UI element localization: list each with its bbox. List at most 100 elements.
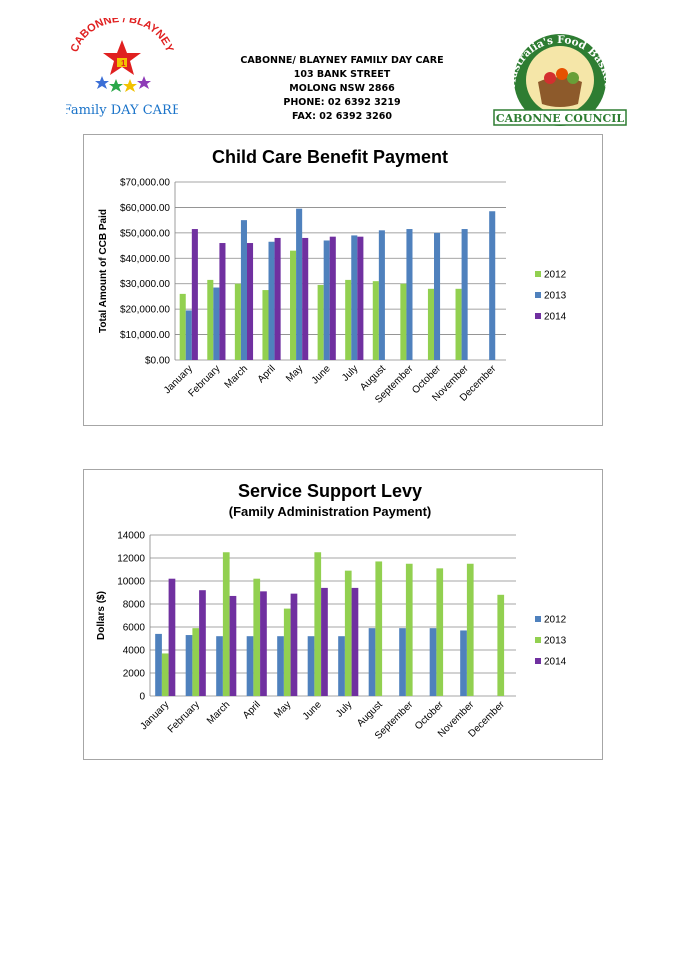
bar-2013-may bbox=[296, 208, 303, 360]
bar-2013-april bbox=[268, 241, 275, 360]
bar-2012-january bbox=[179, 293, 186, 360]
org-name: CABONNE/ BLAYNEY FAMILY DAY CARE bbox=[240, 55, 444, 66]
x-tick-label: August bbox=[355, 699, 385, 729]
town-address: MOLONG NSW 2866 bbox=[289, 83, 395, 94]
x-tick-label: May bbox=[284, 363, 305, 384]
family-day-care-logo: CABONNE / BLAYNEY 1 Family DAY CARE bbox=[63, 13, 182, 130]
bar-2012-june bbox=[317, 284, 324, 360]
small-star-icon bbox=[123, 79, 137, 92]
bar-2012-april bbox=[246, 636, 254, 696]
small-star-icon bbox=[137, 76, 151, 89]
legend-swatch-2013 bbox=[535, 292, 541, 298]
bar-2014-january bbox=[168, 578, 176, 696]
legend-label-2012: 2012 bbox=[544, 615, 567, 626]
x-tick-label: April bbox=[256, 363, 278, 385]
bar-2014-july bbox=[357, 236, 364, 360]
svg-text:1: 1 bbox=[121, 59, 126, 68]
street-address: 103 BANK STREET bbox=[293, 69, 391, 80]
bar-2013-june bbox=[314, 552, 322, 696]
y-tick-label: $0.00 bbox=[145, 356, 170, 367]
x-tick-label: March bbox=[223, 363, 250, 390]
bar-2013-july bbox=[344, 570, 352, 696]
bar-2013-april bbox=[253, 578, 261, 696]
bar-2013-january bbox=[185, 310, 192, 360]
bar-2014-april bbox=[260, 591, 267, 696]
small-star-icon bbox=[109, 79, 123, 92]
chart-title: Child Care Benefit Payment bbox=[212, 147, 448, 167]
legend-swatch-2013 bbox=[535, 637, 541, 643]
y-tick-label: $20,000.00 bbox=[120, 305, 170, 316]
bar-2014-march bbox=[246, 243, 254, 360]
cabonne-council-logo-graphic: Australia's Food Basket CABONNE COUNCIL bbox=[493, 34, 627, 126]
bar-2012-may bbox=[277, 636, 284, 696]
bar-2014-january bbox=[191, 229, 198, 360]
bar-2013-october bbox=[436, 568, 444, 696]
bar-2013-march bbox=[222, 552, 230, 696]
cabonne-council-logo: Australia's Food Basket CABONNE COUNCIL bbox=[490, 26, 630, 126]
y-tick-label: 10000 bbox=[117, 577, 145, 588]
y-axis-label: Total Amount of CCB Paid bbox=[98, 209, 109, 333]
bar-2013-february bbox=[213, 287, 220, 360]
y-axis-label: Dollars ($) bbox=[96, 591, 107, 640]
bar-2014-july bbox=[351, 587, 359, 696]
bar-2014-february bbox=[219, 243, 226, 360]
x-tick-label: February bbox=[166, 699, 202, 735]
legend-label-2014: 2014 bbox=[544, 312, 567, 323]
bar-2012-march bbox=[234, 283, 241, 360]
small-star-icon bbox=[95, 76, 109, 89]
service-support-levy-chart-svg: Service Support Levy (Family Administrati… bbox=[96, 481, 567, 742]
bar-2013-october bbox=[434, 232, 441, 360]
letterhead-address: CABONNE/ BLAYNEY FAMILY DAY CARE 103 BAN… bbox=[228, 54, 456, 124]
legend-label-2013: 2013 bbox=[544, 291, 567, 302]
bar-2013-november bbox=[466, 563, 474, 696]
x-tick-label: March bbox=[205, 699, 232, 726]
phone-number: PHONE: 02 6392 3219 bbox=[283, 97, 401, 108]
logo-right-bottom-text: CABONNE COUNCIL bbox=[496, 112, 625, 125]
x-tick-label: April bbox=[241, 699, 263, 721]
legend-swatch-2014 bbox=[535, 658, 541, 664]
ccb-payment-chart: Child Care Benefit Payment $0.00 $10,000.0… bbox=[83, 134, 603, 426]
bar-2012-january bbox=[155, 633, 162, 696]
bar-2014-june bbox=[329, 236, 336, 360]
bar-2012-february bbox=[185, 635, 193, 696]
y-tick-label: 6000 bbox=[123, 623, 146, 634]
bar-2013-march bbox=[240, 220, 247, 360]
bar-2012-june bbox=[307, 636, 315, 696]
bar-2014-may bbox=[290, 593, 298, 696]
bar-2012-july bbox=[338, 636, 345, 696]
bar-2013-may bbox=[283, 608, 291, 696]
x-tick-label: July bbox=[340, 363, 360, 383]
fax-number: FAX: 02 6392 3260 bbox=[292, 111, 392, 122]
bar-2012-march bbox=[216, 636, 223, 696]
y-tick-label: $50,000.00 bbox=[120, 228, 170, 239]
y-tick-label: 0 bbox=[139, 692, 145, 703]
legend-label-2013: 2013 bbox=[544, 636, 567, 647]
chart-title: Service Support Levy bbox=[238, 481, 422, 501]
x-tick-label: June bbox=[301, 699, 324, 722]
bar-2013-december bbox=[489, 211, 496, 360]
bar-2013-february bbox=[192, 628, 200, 696]
bar-2012-october bbox=[427, 288, 435, 360]
bar-2013-august bbox=[375, 561, 383, 696]
bar-2012-september bbox=[399, 628, 406, 696]
y-tick-label: $70,000.00 bbox=[120, 178, 170, 189]
bar-2013-september bbox=[405, 563, 413, 696]
star-icon bbox=[103, 40, 141, 75]
y-tick-label: $60,000.00 bbox=[120, 203, 170, 214]
y-tick-label: 8000 bbox=[123, 600, 146, 611]
bar-2014-may bbox=[302, 237, 309, 360]
legend-swatch-2012 bbox=[535, 271, 541, 277]
bar-2012-july bbox=[345, 279, 352, 360]
chart-subtitle: (Family Administration Payment) bbox=[229, 504, 432, 519]
bar-2012-april bbox=[262, 290, 269, 360]
bar-2012-november bbox=[460, 630, 467, 696]
ccb-payment-chart-svg: Child Care Benefit Payment $0.00 $10,000.0… bbox=[98, 147, 567, 406]
bar-2013-july bbox=[351, 235, 358, 360]
logo-left-bottom-text: Family DAY CARE bbox=[66, 103, 178, 118]
family-day-care-logo-graphic: CABONNE / BLAYNEY 1 Family DAY CARE bbox=[63, 13, 182, 118]
x-tick-label: May bbox=[272, 699, 293, 720]
legend-label-2012: 2012 bbox=[544, 270, 567, 281]
y-tick-label: $30,000.00 bbox=[120, 279, 170, 290]
bar-2014-february bbox=[199, 590, 206, 696]
bar-2012-november bbox=[455, 288, 462, 360]
